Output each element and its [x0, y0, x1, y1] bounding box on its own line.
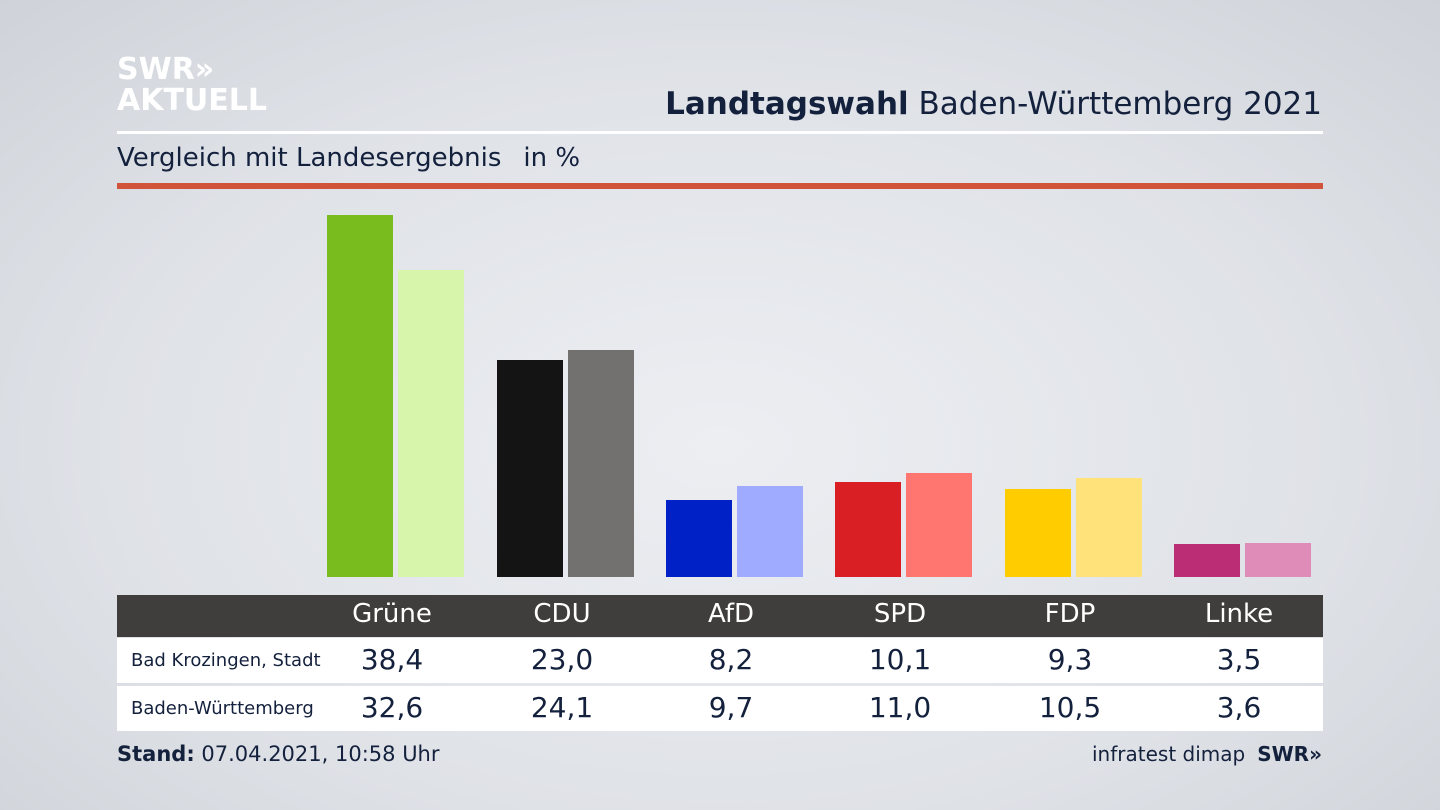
value-cell: 10,5	[1038, 691, 1102, 724]
value-cell: 24,1	[530, 691, 594, 724]
bar-spd-land	[906, 473, 972, 577]
swr-aktuell-logo: SWR» AKTUELL	[117, 52, 268, 118]
table-row: Bad Krozingen, Stadt 38,4 23,0 8,2 10,1 9,3 3,…	[117, 638, 1323, 683]
accent-divider	[117, 183, 1323, 189]
value-cell: 3,5	[1216, 643, 1262, 676]
value-cell: 32,6	[360, 691, 424, 724]
row-label: Bad Krozingen, Stadt	[131, 650, 321, 671]
bar-grüne-stadt	[327, 215, 393, 577]
table-header: Grüne CDU AfD SPD FDP Linke	[117, 595, 1323, 637]
value-cell: 11,0	[868, 691, 932, 724]
value-cell: 8,2	[708, 643, 754, 676]
column-header: AfD	[707, 599, 755, 629]
bar-linke-land	[1245, 543, 1311, 577]
bar-cdu-stadt	[497, 360, 563, 577]
bar-fdp-land	[1076, 478, 1142, 577]
value-cell: 3,6	[1216, 691, 1262, 724]
swr-logo: SWR»	[1257, 742, 1322, 766]
bar-fdp-stadt	[1005, 489, 1071, 577]
value-cell: 9,3	[1047, 643, 1093, 676]
value-cell: 10,1	[868, 643, 932, 676]
column-header: Grüne	[352, 599, 432, 629]
value-cell: 23,0	[530, 643, 594, 676]
column-header: Linke	[1204, 599, 1274, 629]
column-header: CDU	[533, 599, 591, 629]
timestamp: Stand: 07.04.2021, 10:58 Uhr	[117, 742, 440, 766]
bar-cdu-land	[568, 349, 634, 577]
bar-linke-stadt	[1174, 544, 1240, 577]
source: infratest dimap SWR»	[1092, 742, 1322, 766]
bar-afd-stadt	[666, 499, 732, 577]
bar-grüne-land	[398, 269, 464, 577]
bar-spd-stadt	[835, 481, 901, 577]
table-row: Baden-Württemberg 32,6 24,1 9,7 11,0 10,5 3,6	[117, 686, 1323, 731]
bar-afd-land	[737, 485, 803, 577]
page-title: Landtagswahl Baden-Württemberg 2021	[665, 86, 1322, 122]
divider	[117, 131, 1323, 134]
value-cell: 9,7	[708, 691, 754, 724]
value-cell: 38,4	[360, 643, 424, 676]
column-header: SPD	[873, 599, 927, 629]
row-label: Baden-Württemberg	[131, 698, 314, 719]
column-header: FDP	[1044, 599, 1096, 629]
subtitle: Vergleich mit Landesergebnis in %	[117, 143, 581, 173]
